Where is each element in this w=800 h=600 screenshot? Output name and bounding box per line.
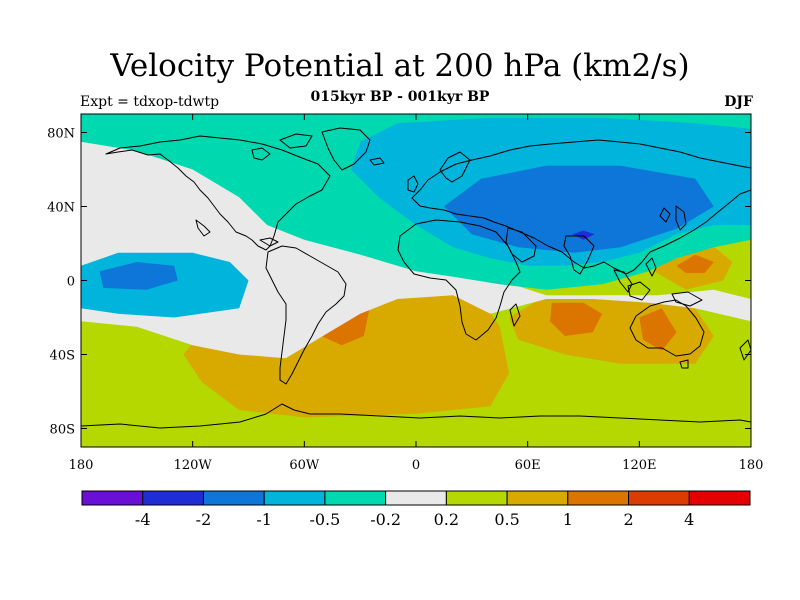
colorbar: -4 -2 -1 -0.5 -0.2 0.2 0.5 1 2 4 — [81, 490, 751, 529]
colorbar-box — [385, 490, 447, 506]
chart-title: Velocity Potential at 200 hPa (km2/s) — [110, 48, 690, 84]
contour-region-13 — [443, 165, 714, 253]
x-tick-label: 60E — [515, 458, 541, 473]
x-tick-label: 180 — [739, 458, 764, 473]
colorbar-box — [445, 490, 508, 506]
contour-region-6 — [550, 302, 603, 336]
contour-region-14 — [99, 262, 178, 290]
contour-region-8 — [676, 254, 714, 274]
colorbar-label: -0.5 — [309, 510, 340, 529]
colorbar-label: -0.2 — [370, 510, 401, 529]
colorbar-label: 0.5 — [494, 510, 519, 529]
coastlines — [81, 127, 751, 447]
colorbar-box — [142, 490, 204, 506]
colorbar-label: 1 — [563, 510, 573, 529]
colorbar-box — [202, 490, 265, 506]
x-tick-label: 180 — [69, 458, 94, 473]
x-tick-label: 0 — [412, 458, 420, 473]
season-label: DJF — [724, 94, 753, 110]
colorbar-label: -2 — [196, 510, 212, 529]
y-tick-label: 40N — [47, 201, 75, 216]
colorbar-box — [567, 490, 630, 506]
experiment-label: Expt = tdxop-tdwtp — [80, 94, 220, 110]
contour-region-15 — [572, 230, 595, 240]
colorbar-label: 0.2 — [434, 510, 459, 529]
x-tick-label: 60W — [289, 458, 320, 473]
axis-ticks: 80N 40N 0 40S 80S 180 120W 60W 0 60E 120E 180 — [47, 114, 763, 473]
y-tick-label: 80N — [47, 127, 75, 142]
colorbar-box — [628, 490, 690, 506]
chart-subtitle: 015kyr BP - 001kyr BP — [310, 89, 490, 105]
y-tick-label: 40S — [50, 349, 75, 364]
colorbar-box — [506, 490, 569, 506]
colorbar-label: 2 — [623, 510, 633, 529]
y-tick-label: 0 — [67, 275, 75, 290]
colorbar-label: -4 — [135, 510, 151, 529]
colorbar-label: 4 — [684, 510, 694, 529]
contour-regions — [81, 114, 751, 418]
y-tick-label: 80S — [50, 423, 75, 438]
colorbar-box — [324, 490, 387, 506]
colorbar-label: -1 — [256, 510, 272, 529]
colorbar-box — [81, 490, 144, 506]
colorbar-box — [688, 490, 751, 506]
x-tick-label: 120W — [174, 458, 213, 473]
colorbar-box — [263, 490, 326, 506]
contour-region-7 — [639, 308, 677, 351]
x-tick-label: 120E — [622, 458, 656, 473]
